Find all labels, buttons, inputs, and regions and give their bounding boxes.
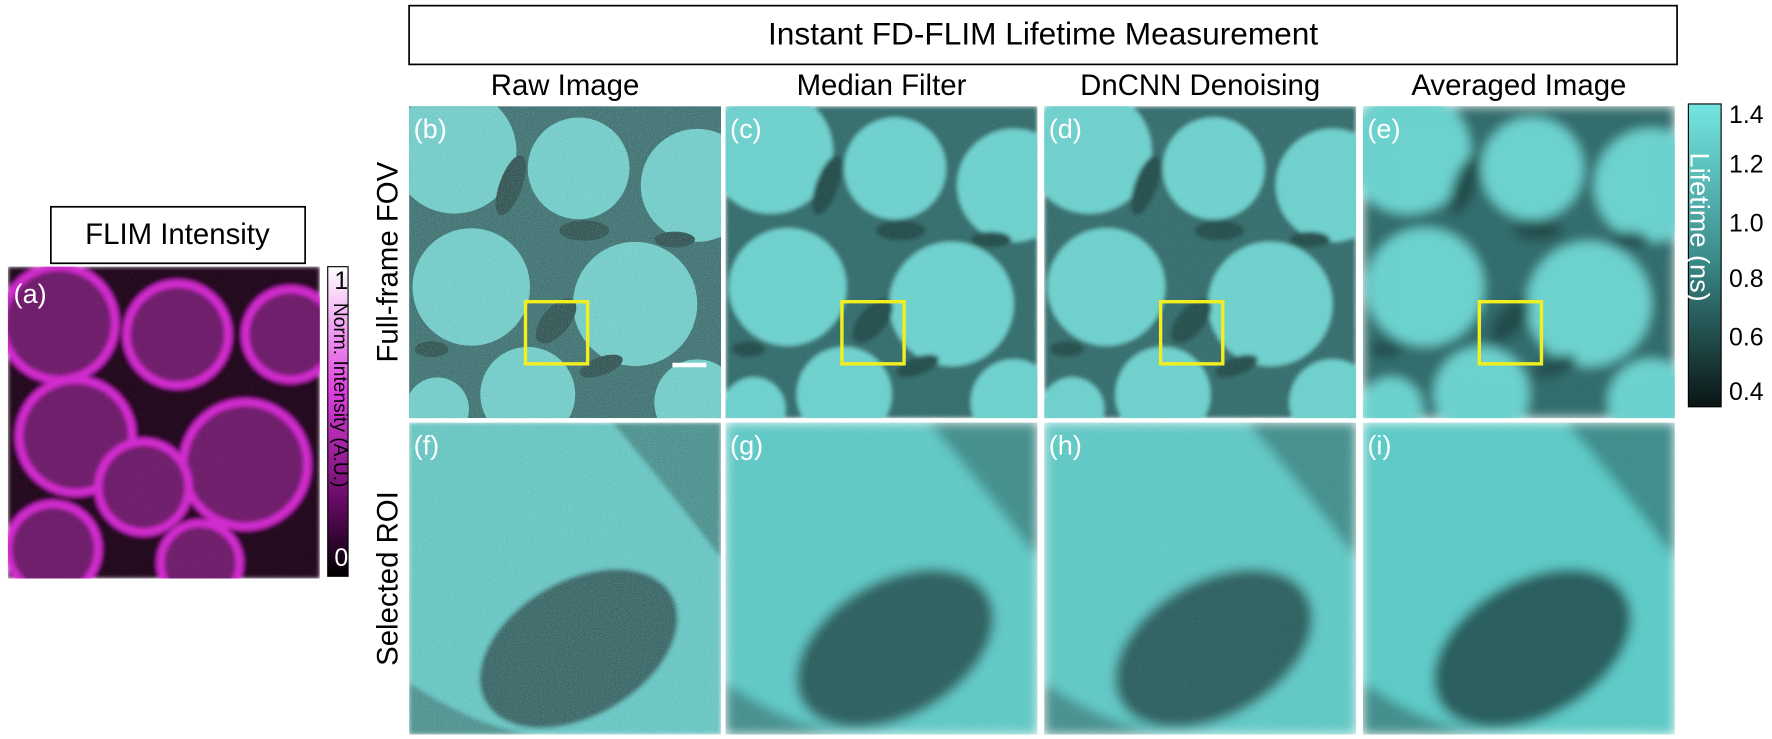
noise [725,106,1038,419]
title-box [50,205,306,265]
row-label: Full-frame FOV [372,161,405,362]
roi-box [523,300,590,366]
colorbar [1687,103,1722,408]
image-panel [725,422,1038,735]
column-header: DnCNN Denoising [1080,69,1320,102]
image-panel [1044,106,1357,419]
column-header: Raw Image [491,69,640,102]
noise [1362,106,1675,419]
panel-title: FLIM Intensity [85,218,270,251]
image-panel [1362,106,1675,419]
noise [1044,106,1357,419]
noise [409,106,722,419]
noise [1362,422,1675,735]
panel-label: (c) [730,113,762,144]
intensity-image [7,267,320,579]
image-panel [409,422,722,735]
image-panel [409,106,722,419]
colorbar-tick: 1.4 [1729,101,1764,129]
image-panel [1044,422,1357,735]
colorbar-tick: 0.8 [1729,265,1764,293]
panel-label: (f) [414,430,440,461]
colorbar-tick: 1 [334,267,348,295]
image-panel [725,106,1038,419]
noise [1044,422,1357,735]
column-header: Averaged Image [1411,69,1626,102]
colorbar-label: Lifetime (ns) [1684,153,1715,302]
image-panel [1362,422,1675,735]
panel-label: (b) [414,113,447,144]
panel-label: (h) [1049,430,1082,461]
colorbar-tick: 0 [334,544,348,572]
colorbar-label: Norm. Intensity (A.U.) [329,303,350,488]
roi-box [840,300,906,366]
noise [409,422,722,735]
colorbar-tick: 1.0 [1729,209,1764,237]
main-title: Instant FD-FLIM Lifetime Measurement [768,16,1318,52]
noise [725,422,1038,735]
panel-label: (g) [730,430,763,461]
roi-box [1477,300,1544,366]
panel-label: (a) [14,278,47,309]
colorbar-tick: 1.2 [1729,151,1764,179]
row-label: Selected ROI [372,491,405,666]
panel-label: (i) [1367,430,1391,461]
column-header: Median Filter [797,69,967,102]
title-box [408,4,1678,66]
colorbar [327,266,349,577]
panel-label: (e) [1367,113,1400,144]
colorbar-tick: 0.4 [1729,378,1764,406]
panel-label: (d) [1049,113,1082,144]
roi-box [1158,300,1225,366]
colorbar-tick: 0.6 [1729,324,1764,352]
